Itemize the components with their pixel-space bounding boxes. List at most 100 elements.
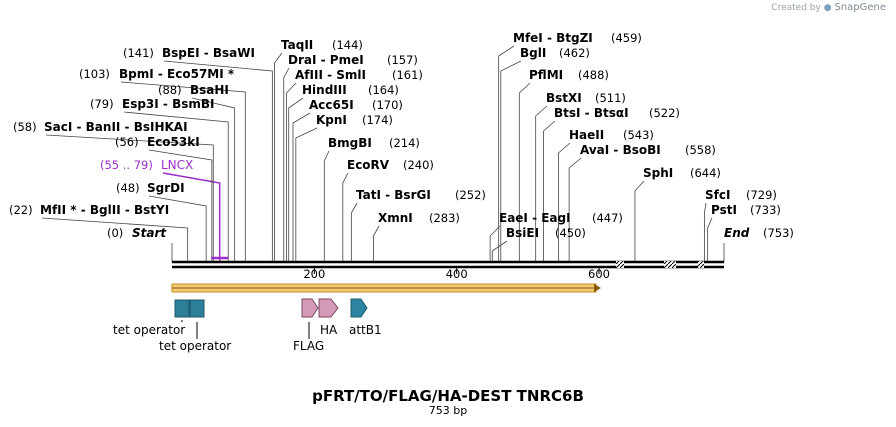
site-name[interactable]: AfIII - SmlI [295,68,366,82]
site-name[interactable]: EaeI - EagI [499,211,571,225]
site-name[interactable]: PflMI [529,68,563,82]
site-name[interactable]: BsaHI [190,83,229,97]
site-name[interactable]: SphI [643,166,673,180]
site-name[interactable]: BstXI [546,91,582,105]
site-name[interactable]: Eco53kI [147,135,200,149]
site-position: (450) [555,226,586,240]
site-connector [558,142,571,262]
gap-marker [698,261,704,268]
site-name[interactable]: MfeI - BtgZI [513,31,593,45]
site-position: (462) [559,46,590,60]
axis-tick-label: 600 [588,267,610,281]
site-name[interactable]: HaeII [569,128,604,142]
axis-ticks: 200 400 600 [303,267,610,281]
orf-arrow[interactable] [171,283,601,293]
site-name[interactable]: HindIII [302,83,347,97]
plasmid-length: 753 bp [428,404,468,417]
site-position: (55 .. 79) [100,158,153,172]
site-name[interactable]: Acc65I [309,98,354,112]
site-connector [292,112,311,262]
site-connector [342,172,349,262]
plasmid-title: pFRT/TO/FLAG/HA-DEST TNRC6B [312,387,584,405]
site-position: (48) [116,181,140,195]
site-name[interactable]: EcoRV [347,158,390,172]
site-position: (447) [592,211,623,225]
site-connector [373,225,380,262]
site-connector [41,217,189,262]
site-labels: Start (0) MfII * - BglII - BstYI (22) SgrDI (… [9,31,794,240]
feature-tet-operator-2[interactable] [189,299,205,339]
feature-tet-operator-1[interactable] [174,299,190,322]
site-name[interactable]: KpnI [316,113,347,127]
site-connector [498,45,515,262]
site-name[interactable]: TatI - BsrGI [356,188,431,202]
site-name[interactable]: BsiEI [506,226,539,240]
site-position: (522) [649,106,680,120]
credit-brand: SnapGene [834,2,886,13]
site-position: (79) [90,97,114,111]
site-connector [323,150,330,262]
site-name[interactable]: Start [132,226,167,240]
site-connector [535,105,548,262]
site-connector [148,195,207,262]
feature-ha-arrow[interactable] [318,298,339,318]
site-position: (729) [746,188,777,202]
site-name[interactable]: BtsI - BtsαI [554,106,629,120]
site-name[interactable]: MfII * - BglII - BstYI [40,203,169,217]
snapgene-credit: Created by ● SnapGene [771,2,886,13]
site-connector [295,127,318,262]
site-position: (144) [332,38,363,52]
axis-tick-label: 400 [446,267,468,281]
site-position: (459) [611,31,642,45]
site-name[interactable]: BmgBI [328,136,372,150]
site-connector [120,81,246,262]
feature-label-tet-operator-2: tet operator [159,339,231,353]
site-name[interactable]: TaqII [281,38,313,52]
site-name[interactable]: DraI - PmeI [288,53,364,67]
feature-label-attb1: attB1 [349,323,382,337]
site-connector [707,217,713,262]
feature-attb1-arrow[interactable] [350,298,368,318]
site-position: (558) [685,143,716,157]
site-connector [123,111,229,262]
feature-flag-arrow[interactable] [301,298,319,339]
site-position: (22) [9,203,33,217]
site-name[interactable]: LNCX [161,158,193,172]
feature-label-ha: HA [320,323,338,337]
site-name[interactable]: BglI [520,46,546,60]
site-position: (103) [79,67,110,81]
site-name[interactable]: BpmI - Eco57MI * [119,67,235,81]
site-position: (161) [392,68,423,82]
site-connector [568,157,582,262]
site-name[interactable]: BspEI - BsaWI [162,46,255,60]
site-position: (252) [455,188,486,202]
site-position: (56) [115,135,139,149]
site-name[interactable]: AvaI - BsoBI [580,143,661,157]
site-position: (164) [368,83,399,97]
site-name[interactable]: SacI - BanII - BsIHKAI [44,120,188,134]
site-connector [500,60,522,262]
site-connector [274,52,283,262]
site-position: (753) [763,226,794,240]
site-name[interactable]: SfcI [705,188,730,202]
site-connector [286,82,297,262]
site-name[interactable]: SgrDI [147,181,185,195]
site-connector [491,240,508,262]
site-lines [41,45,725,262]
site-position: (733) [750,203,781,217]
credit-prefix: Created by [771,3,821,13]
gap-marker [616,261,624,268]
site-name[interactable]: PstI [711,203,737,217]
gap-marker [664,261,676,268]
site-connector [283,67,290,262]
site-connector [288,97,304,262]
site-name[interactable]: End [724,226,750,240]
site-connector [518,82,531,262]
axis-tick-label: 200 [303,267,325,281]
site-position: (0) [107,226,123,240]
site-name[interactable]: Esp3I - BsmBI [122,97,214,111]
site-name[interactable]: XmnI [378,211,413,225]
site-connector [191,97,236,262]
site-connector [350,202,358,262]
